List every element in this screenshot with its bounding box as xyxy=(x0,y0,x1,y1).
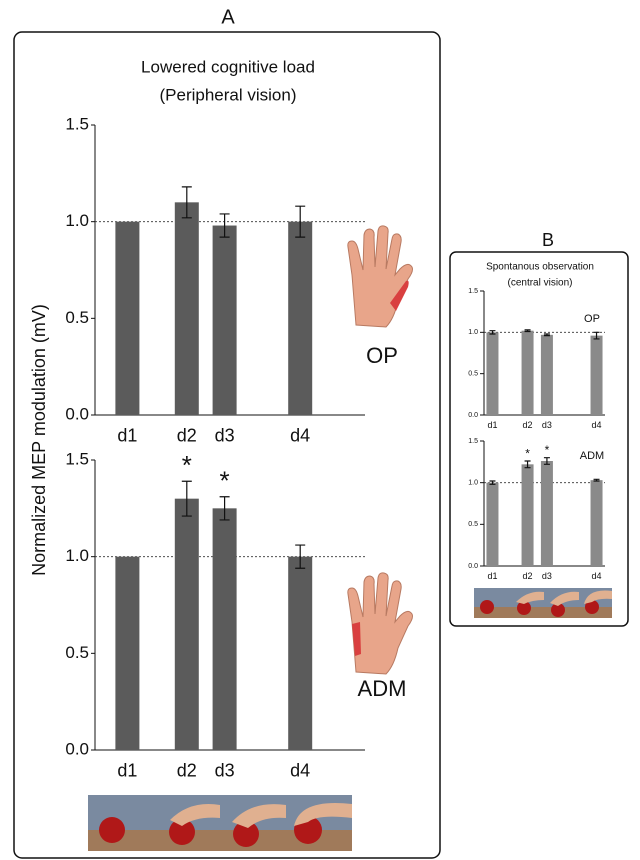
page: A Lowered cognitive load (Peripheral vis… xyxy=(0,0,640,860)
bar xyxy=(522,331,534,415)
panel-label: A xyxy=(221,6,235,28)
y-tick-label: 1.5 xyxy=(468,288,478,295)
x-tick-label: d3 xyxy=(215,760,235,780)
y-tick-label: 0.0 xyxy=(65,404,89,423)
y-tick-label: 1.5 xyxy=(65,449,89,468)
panel-title: Lowered cognitive load xyxy=(141,57,315,76)
x-tick-label: d1 xyxy=(117,425,137,445)
y-tick-label: 1.5 xyxy=(468,438,478,445)
x-tick-label: d3 xyxy=(215,425,235,445)
x-tick-label: d4 xyxy=(290,425,310,445)
significance-marker: * xyxy=(545,443,550,457)
y-tick-label: 1.0 xyxy=(65,211,89,230)
bar xyxy=(115,222,139,415)
x-tick-label: d4 xyxy=(592,571,602,581)
y-tick-label: 0.0 xyxy=(65,739,89,758)
bar xyxy=(175,202,199,415)
bar xyxy=(591,480,603,566)
panel-subtitle: (Peripheral vision) xyxy=(160,85,297,104)
panel-title: Spontanous observation xyxy=(486,262,594,273)
bar xyxy=(213,508,237,750)
hand-illustration xyxy=(348,226,413,327)
y-tick-label: 1.0 xyxy=(65,546,89,565)
muscle-label: ADM xyxy=(358,676,407,701)
bar xyxy=(486,332,498,415)
bar xyxy=(288,222,312,415)
y-tick-label: 1.0 xyxy=(468,329,478,336)
significance-marker: * xyxy=(220,465,230,495)
x-tick-label: d3 xyxy=(542,420,552,430)
x-tick-label: d2 xyxy=(177,760,197,780)
y-tick-label: 0.0 xyxy=(468,563,478,570)
error-bar xyxy=(489,331,495,334)
panel-subtitle: (central vision) xyxy=(507,278,572,289)
y-tick-label: 1.5 xyxy=(65,114,89,133)
muscle-label: OP xyxy=(584,313,600,325)
x-tick-label: d3 xyxy=(542,571,552,581)
bar xyxy=(288,557,312,750)
significance-marker: * xyxy=(182,450,192,480)
significance-marker: * xyxy=(525,447,530,461)
x-tick-label: d4 xyxy=(290,760,310,780)
bar xyxy=(591,336,603,415)
bar xyxy=(486,483,498,566)
x-tick-label: d1 xyxy=(487,571,497,581)
y-tick-label: 0.5 xyxy=(65,308,89,327)
x-tick-label: d2 xyxy=(523,420,533,430)
x-tick-label: d2 xyxy=(523,571,533,581)
figure: A Lowered cognitive load (Peripheral vis… xyxy=(0,0,640,860)
x-tick-label: d4 xyxy=(592,420,602,430)
y-tick-label: 1.0 xyxy=(468,480,478,487)
y-tick-label: 0.5 xyxy=(65,643,89,662)
bar xyxy=(541,335,553,415)
hand-illustration xyxy=(348,573,413,674)
x-tick-label: d1 xyxy=(117,760,137,780)
muscle-label: OP xyxy=(366,343,398,368)
x-tick-label: d1 xyxy=(487,420,497,430)
bar xyxy=(175,499,199,750)
y-tick-label: 0.5 xyxy=(468,521,478,528)
bar xyxy=(115,557,139,750)
panel-label: B xyxy=(542,230,554,250)
bar xyxy=(522,464,534,566)
y-tick-label: 0.5 xyxy=(468,371,478,378)
bar xyxy=(213,226,237,415)
stimulus-frames xyxy=(88,588,612,851)
y-axis-label: Normalized MEP modulation (mV) xyxy=(29,304,49,576)
y-tick-label: 0.0 xyxy=(468,412,478,419)
muscle-label: ADM xyxy=(580,450,604,462)
x-tick-label: d2 xyxy=(177,425,197,445)
bar xyxy=(541,461,553,566)
